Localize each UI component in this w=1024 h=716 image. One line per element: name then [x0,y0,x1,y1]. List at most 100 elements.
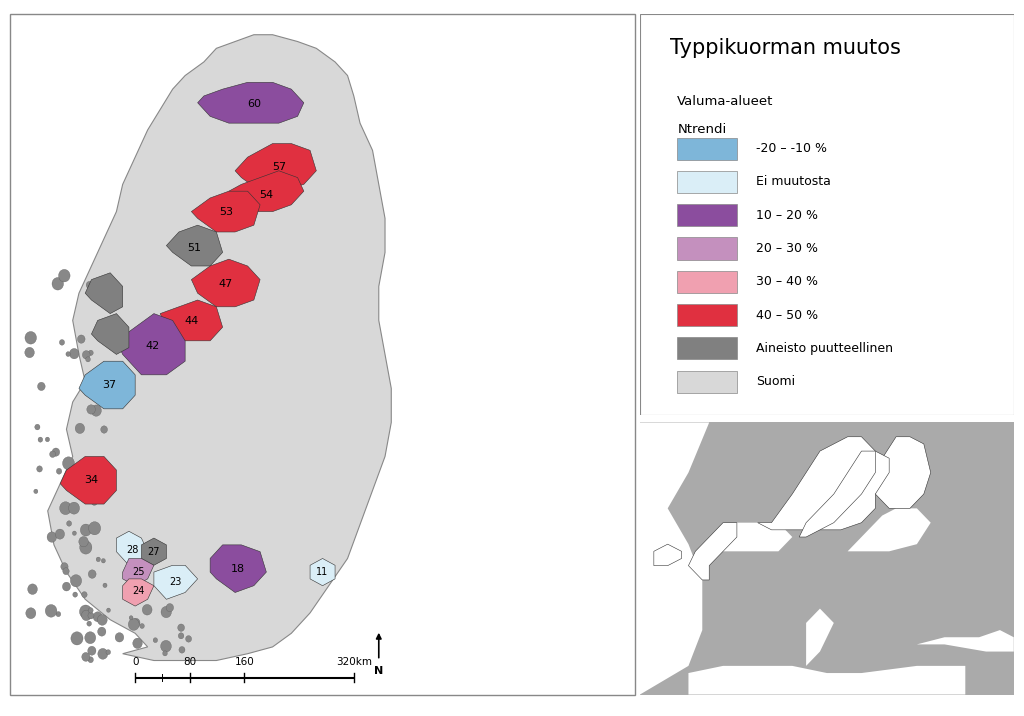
Circle shape [56,468,61,474]
Circle shape [86,477,97,489]
Circle shape [62,582,71,591]
Circle shape [26,608,36,619]
Polygon shape [916,630,1014,652]
Circle shape [154,638,158,642]
Polygon shape [166,226,222,266]
Polygon shape [236,143,316,191]
Circle shape [85,632,95,644]
Circle shape [25,332,37,344]
Text: 30 – 40 %: 30 – 40 % [756,275,818,289]
Circle shape [38,382,45,390]
Circle shape [88,374,96,383]
Text: Aineisto puutteellinen: Aineisto puutteellinen [756,342,893,355]
Circle shape [59,339,65,345]
Circle shape [25,347,35,358]
Circle shape [132,619,140,627]
Circle shape [88,608,93,613]
Text: 10 – 20 %: 10 – 20 % [756,208,818,222]
Circle shape [58,269,70,282]
Circle shape [79,536,88,547]
Polygon shape [123,579,154,606]
Circle shape [178,624,184,632]
Text: -20 – -10 %: -20 – -10 % [756,142,826,155]
Polygon shape [758,437,889,530]
Circle shape [75,423,85,433]
Polygon shape [191,191,260,232]
Circle shape [88,612,94,619]
Circle shape [82,610,91,621]
Circle shape [47,532,56,542]
Polygon shape [806,609,834,666]
Circle shape [86,357,90,362]
Polygon shape [654,544,682,566]
Polygon shape [154,566,198,599]
Circle shape [37,466,42,472]
Circle shape [93,611,102,621]
Text: 34: 34 [84,475,98,485]
Circle shape [133,638,142,649]
Circle shape [34,489,38,493]
Circle shape [166,604,174,611]
Text: 54: 54 [259,190,273,200]
Polygon shape [117,314,185,375]
Text: 44: 44 [184,316,199,326]
Circle shape [88,570,96,579]
Circle shape [66,352,71,357]
Text: 57: 57 [271,163,286,173]
Polygon shape [117,531,147,566]
Polygon shape [79,362,135,409]
Circle shape [62,568,70,575]
Circle shape [73,592,78,597]
Polygon shape [229,171,304,212]
Circle shape [97,627,105,636]
Polygon shape [710,523,793,551]
Circle shape [80,605,92,619]
Text: 60: 60 [247,99,261,109]
Circle shape [69,502,80,514]
Circle shape [79,466,88,475]
Bar [678,204,737,226]
Circle shape [98,649,108,659]
Text: 53: 53 [219,207,232,216]
Polygon shape [688,523,737,580]
Circle shape [71,575,82,587]
Circle shape [101,558,105,563]
Circle shape [179,647,185,653]
Text: 42: 42 [145,341,160,351]
Text: 320km: 320km [336,657,372,667]
Circle shape [67,521,72,526]
Circle shape [82,652,90,662]
Polygon shape [688,666,966,695]
Text: Valuma-alueet: Valuma-alueet [678,95,774,107]
Text: N: N [374,666,383,676]
Circle shape [106,608,111,612]
Text: 25: 25 [132,567,144,577]
Circle shape [59,502,72,515]
Polygon shape [48,35,391,660]
Circle shape [96,557,100,562]
Circle shape [88,522,100,535]
Bar [678,271,737,293]
Circle shape [88,647,96,655]
Circle shape [49,451,55,458]
Text: 37: 37 [101,380,116,390]
Circle shape [60,563,69,571]
Circle shape [35,424,40,430]
Circle shape [70,349,79,359]
Circle shape [140,624,144,629]
Polygon shape [310,558,335,586]
Circle shape [55,529,65,539]
Circle shape [103,583,108,588]
Polygon shape [141,538,166,566]
Circle shape [105,649,111,654]
Text: 160: 160 [234,657,254,667]
Circle shape [52,278,63,290]
Circle shape [73,466,79,473]
Text: 51: 51 [187,243,202,253]
Text: 0: 0 [132,657,138,667]
Text: 80: 80 [183,657,197,667]
Circle shape [129,616,133,620]
Polygon shape [640,422,710,695]
Circle shape [56,611,60,616]
Circle shape [86,281,93,289]
